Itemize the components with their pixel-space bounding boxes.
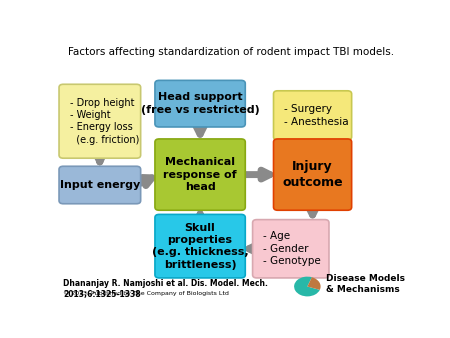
FancyBboxPatch shape	[155, 139, 245, 210]
Text: Factors affecting standardization of rodent impact TBI models.: Factors affecting standardization of rod…	[68, 47, 394, 57]
Text: - Age
- Gender
- Genotype: - Age - Gender - Genotype	[263, 232, 321, 266]
Wedge shape	[294, 276, 320, 296]
Wedge shape	[307, 277, 320, 290]
Text: - Surgery
- Anesthesia: - Surgery - Anesthesia	[284, 104, 349, 127]
Text: Input energy: Input energy	[60, 180, 140, 190]
Text: - Drop height
- Weight
- Energy loss
  (e.g. friction): - Drop height - Weight - Energy loss (e.…	[69, 98, 139, 145]
FancyBboxPatch shape	[274, 91, 351, 140]
Text: © 2013. Published by The Company of Biologists Ltd: © 2013. Published by The Company of Biol…	[63, 290, 229, 296]
Text: Injury
outcome: Injury outcome	[282, 160, 343, 189]
Text: Head support
(free vs restricted): Head support (free vs restricted)	[141, 93, 260, 115]
FancyBboxPatch shape	[252, 220, 329, 278]
FancyBboxPatch shape	[274, 139, 351, 210]
Text: Mechanical
response of
head: Mechanical response of head	[163, 157, 237, 192]
Text: Disease Models
& Mechanisms: Disease Models & Mechanisms	[326, 274, 405, 294]
FancyBboxPatch shape	[59, 166, 141, 204]
FancyBboxPatch shape	[155, 80, 245, 127]
FancyBboxPatch shape	[59, 84, 141, 158]
FancyBboxPatch shape	[155, 214, 245, 278]
Text: Skull
properties
(e.g. thickness,
brittleness): Skull properties (e.g. thickness, brittl…	[152, 222, 248, 270]
Text: Dhananjay R. Namjoshi et al. Dis. Model. Mech.
2013;6:1325-1338: Dhananjay R. Namjoshi et al. Dis. Model.…	[63, 279, 268, 298]
